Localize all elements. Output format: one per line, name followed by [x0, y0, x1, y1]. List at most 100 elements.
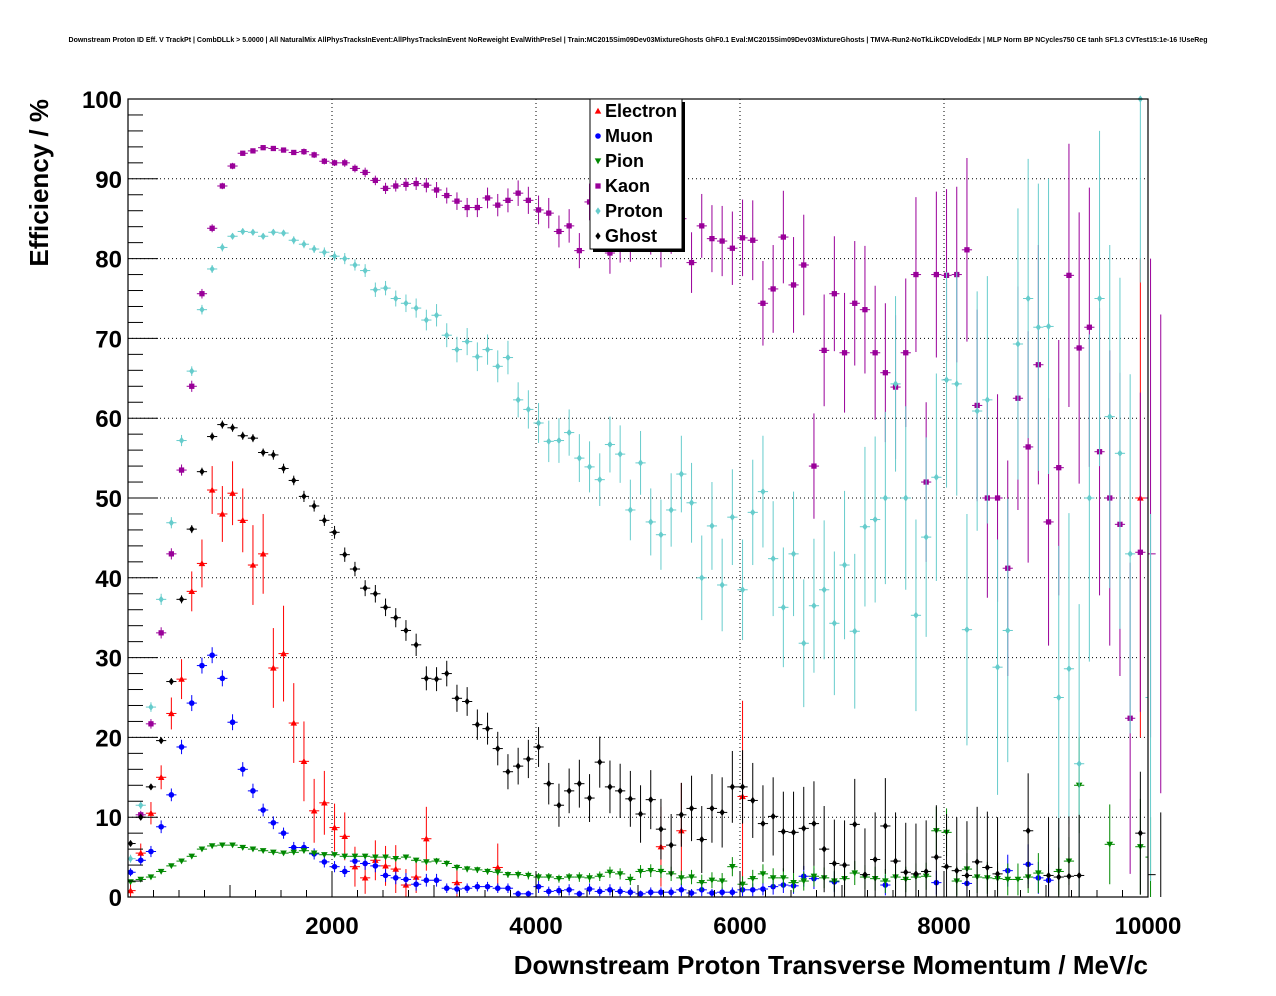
data-point [462, 197, 473, 218]
point-marker [556, 801, 562, 809]
data-point [492, 869, 503, 876]
point-marker [290, 844, 297, 851]
point-marker [382, 284, 389, 292]
point-marker [607, 887, 613, 893]
point-marker [627, 795, 633, 803]
legend-label: Kaon [605, 176, 650, 196]
data-point [768, 501, 779, 617]
point-marker [525, 405, 531, 414]
data-point [1012, 208, 1024, 480]
point-marker [189, 383, 195, 389]
data-point [380, 182, 391, 194]
data-point [492, 731, 503, 766]
data-point [207, 647, 218, 664]
data-point [931, 805, 942, 897]
data-point [931, 373, 942, 581]
point-marker [382, 862, 389, 869]
data-point [706, 872, 718, 889]
data-point [217, 486, 228, 542]
data-point [390, 856, 401, 862]
data-point [135, 855, 146, 866]
data-point [339, 158, 350, 167]
data-point [329, 251, 340, 261]
data-point [533, 403, 544, 443]
point-marker [341, 833, 349, 839]
x-tick-label: 8000 [917, 913, 970, 940]
data-point [564, 409, 575, 456]
data-point [268, 849, 279, 856]
data-point [727, 469, 738, 566]
point-marker [454, 886, 460, 892]
point-marker [1106, 841, 1114, 848]
point-marker [301, 240, 307, 248]
data-point [1104, 804, 1115, 885]
point-marker [1107, 412, 1113, 421]
point-marker [535, 743, 542, 751]
point-marker [454, 345, 460, 354]
data-point [513, 890, 524, 897]
point-marker [1127, 550, 1133, 558]
point-marker [535, 419, 542, 427]
point-marker [923, 533, 929, 541]
point-marker [729, 245, 735, 251]
point-marker [739, 881, 746, 888]
data-point [482, 187, 493, 209]
point-marker [862, 523, 868, 531]
point-marker [699, 223, 705, 229]
point-marker [750, 508, 756, 516]
data-point [278, 147, 289, 153]
point-marker [168, 710, 175, 717]
point-marker [178, 858, 185, 865]
point-marker [657, 868, 665, 875]
data-point [472, 342, 483, 372]
data-point [696, 193, 707, 258]
legend-entry-muon: Muon [595, 126, 653, 146]
data-point [564, 873, 575, 882]
point-marker [413, 304, 419, 312]
point-marker [270, 849, 277, 856]
legend-marker [594, 158, 602, 165]
data-point [584, 883, 595, 895]
point-marker [219, 510, 226, 517]
point-marker [464, 697, 470, 706]
data-point [941, 814, 952, 897]
point-marker [515, 891, 521, 897]
data-point [900, 278, 911, 427]
data-point [625, 887, 636, 897]
data-point [1114, 277, 1126, 629]
data-point [594, 453, 605, 506]
point-marker [709, 890, 715, 896]
point-marker [566, 787, 572, 795]
data-point [727, 887, 738, 897]
data-point [543, 873, 554, 882]
point-marker [168, 863, 175, 870]
data-point [451, 684, 463, 712]
data-point [737, 750, 748, 824]
point-marker [719, 581, 725, 589]
point-marker [933, 853, 939, 861]
data-point [176, 739, 187, 755]
point-marker [852, 627, 858, 635]
data-point [1148, 314, 1162, 794]
data-point [747, 762, 758, 838]
point-marker [127, 855, 134, 863]
data-point [207, 466, 218, 514]
data-point [951, 272, 962, 496]
data-point [676, 883, 687, 897]
point-marker [515, 396, 521, 404]
point-marker [617, 787, 623, 795]
point-marker [1076, 345, 1082, 351]
data-point [696, 535, 707, 621]
point-marker [709, 236, 715, 242]
point-marker [1035, 323, 1041, 331]
data-point [747, 869, 758, 888]
x-axis-tick-labels: 2000 4000 6000 8000 10000 [305, 913, 1181, 940]
point-marker [157, 774, 165, 780]
point-marker [729, 864, 736, 870]
data-point [1148, 812, 1162, 897]
point-marker [342, 160, 348, 166]
data-point [798, 871, 809, 891]
data-point [421, 859, 432, 866]
data-point [390, 290, 401, 307]
